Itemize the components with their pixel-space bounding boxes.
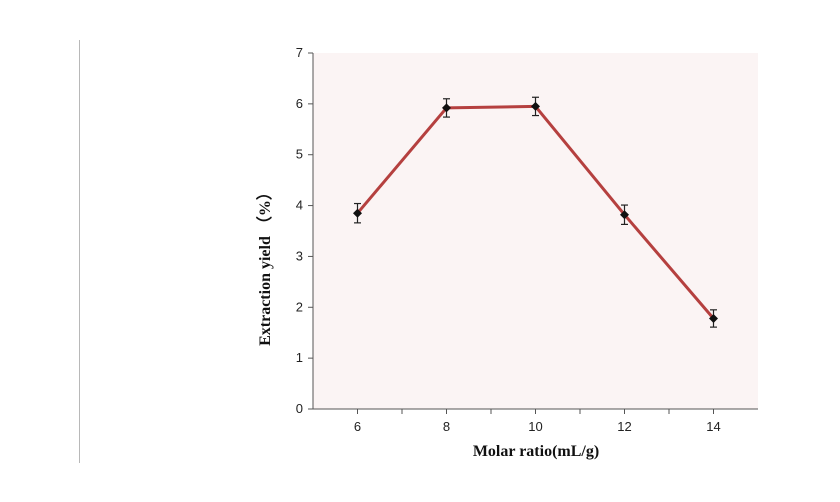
y-tick-label: 5: [296, 147, 303, 162]
x-tick-label: 12: [617, 419, 631, 434]
y-tick-label: 4: [296, 198, 303, 213]
y-tick-label: 3: [296, 248, 303, 263]
y-tick-label: 1: [296, 350, 303, 365]
y-axis-title: Extraction yield （%）: [256, 184, 274, 346]
y-tick-labels: 0 1 2 3 4 5 6 7: [296, 45, 303, 416]
x-tick-label: 14: [706, 419, 720, 434]
x-axis-title: Molar ratio(mL/g): [473, 443, 599, 460]
data-markers: [353, 101, 718, 323]
data-point: [531, 101, 540, 111]
y-tick-label: 7: [296, 45, 303, 60]
y-tick-label: 2: [296, 299, 303, 314]
data-point: [442, 103, 451, 113]
y-tick-label: 6: [296, 96, 303, 111]
data-point: [353, 208, 362, 218]
y-tick-label: 0: [296, 401, 303, 416]
data-point: [620, 210, 629, 220]
x-tick-label: 10: [528, 419, 542, 434]
left-divider-line: [79, 40, 80, 463]
x-tick-labels: 6 8 10 12 14: [354, 419, 721, 434]
error-bars: [354, 96, 717, 328]
data-point: [709, 313, 718, 323]
x-tick-label: 8: [443, 419, 450, 434]
x-tick-label: 6: [354, 419, 361, 434]
tick-marks: [308, 52, 714, 414]
